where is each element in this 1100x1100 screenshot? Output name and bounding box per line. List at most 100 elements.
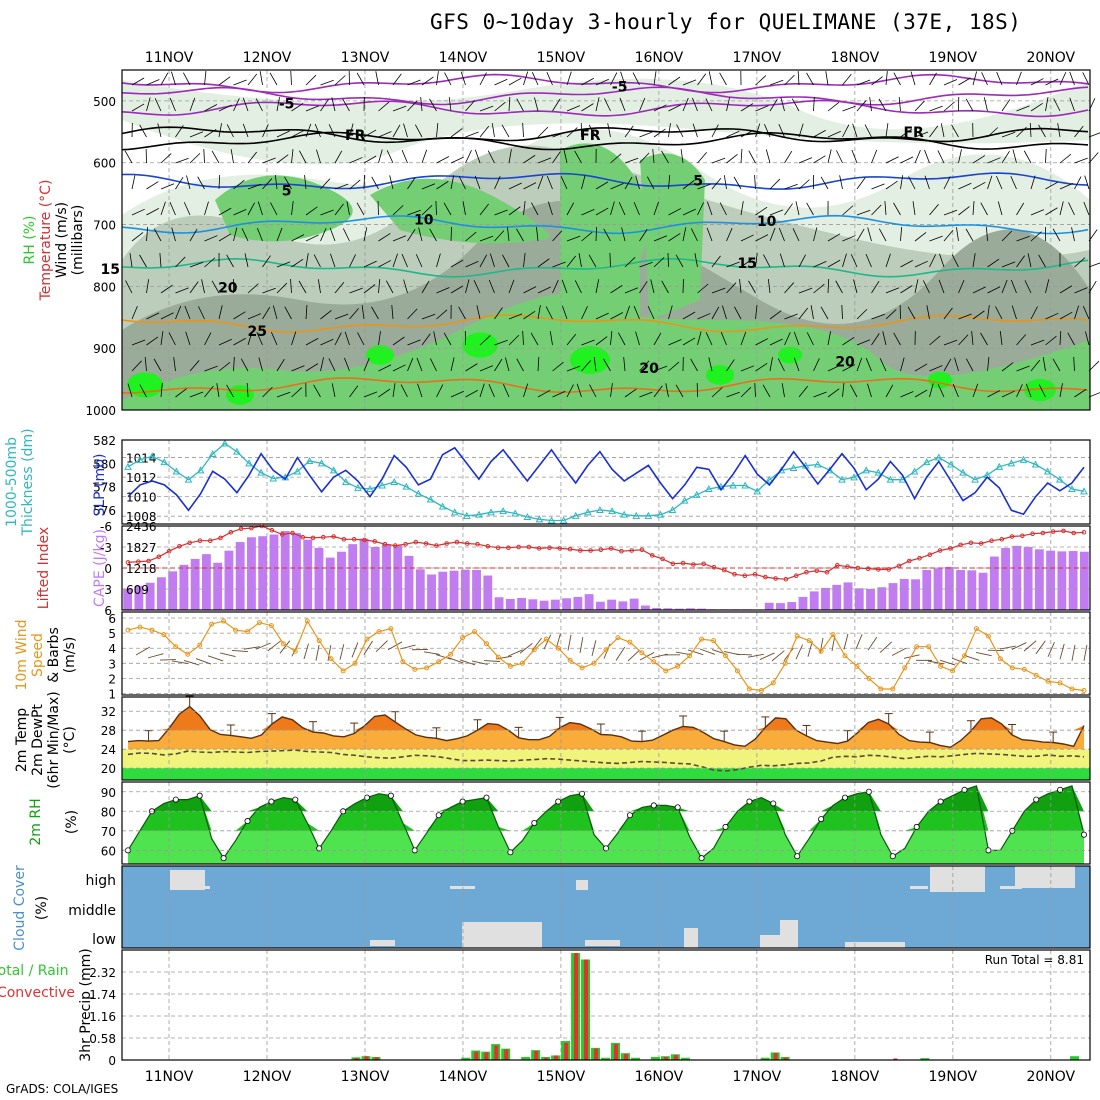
wind-barb xyxy=(754,382,756,398)
wind-speed-point xyxy=(902,665,908,671)
wind-barb xyxy=(305,123,312,138)
wind-barb-10m xyxy=(699,648,716,655)
wind-barb xyxy=(531,72,539,86)
cloud-ylabel: Cloud Cover xyxy=(12,865,28,951)
wind-barb xyxy=(914,279,919,294)
wind-barb xyxy=(320,338,334,346)
lifted-point xyxy=(752,572,758,577)
wind-barb xyxy=(233,179,245,190)
wind-barb xyxy=(879,358,887,372)
precip-convective-bar xyxy=(534,1050,539,1060)
rh-point xyxy=(172,796,179,803)
wind-barb xyxy=(401,149,408,164)
cloud-block xyxy=(930,866,985,892)
wind-barb xyxy=(1082,306,1090,320)
wind-barb xyxy=(552,131,566,138)
thickness-point xyxy=(1043,467,1052,475)
precip-total-bar xyxy=(760,1057,770,1060)
precip-convective-bar xyxy=(494,1045,499,1060)
lifted-tick: -3 xyxy=(100,541,112,555)
wind-barb xyxy=(552,361,564,372)
wind-barb xyxy=(726,153,738,164)
wind-barb xyxy=(407,357,414,372)
wind-barb xyxy=(460,71,466,86)
precip-convective-bar xyxy=(554,1055,559,1060)
wind-barb xyxy=(494,339,508,346)
thickness-point xyxy=(1031,460,1040,468)
wind-speed-point xyxy=(185,651,191,657)
wind-barb xyxy=(653,385,663,398)
wind-barb xyxy=(734,306,742,320)
wind-barb xyxy=(124,150,133,164)
wind-barb xyxy=(131,103,145,112)
wind-barb xyxy=(157,123,162,138)
cape-bar xyxy=(505,598,515,610)
wind-barb xyxy=(619,97,626,112)
wind-barb xyxy=(1025,383,1032,398)
wind-barb xyxy=(1059,153,1072,164)
wind-barb xyxy=(175,256,186,268)
wind-barb xyxy=(537,357,540,372)
thickness-point xyxy=(487,508,495,516)
wind-barb xyxy=(769,178,781,190)
wind-speed-point xyxy=(687,653,693,659)
wind-barb xyxy=(508,97,511,112)
wind-barb xyxy=(798,287,813,294)
wind-barb xyxy=(291,258,304,268)
cloud-block xyxy=(845,942,905,948)
wind-barb xyxy=(972,383,979,398)
wind-barb xyxy=(523,253,526,268)
wind-barb xyxy=(139,124,147,138)
cape-bar xyxy=(989,556,999,610)
precip-tick: 2.32 xyxy=(89,966,116,980)
date-label-bottom: 13NOV xyxy=(341,1069,390,1085)
isotherm-label: 20 xyxy=(639,361,659,377)
wind-barb xyxy=(479,203,489,216)
wind-speed-point xyxy=(543,636,549,642)
wind-barb xyxy=(769,338,783,346)
lifted-tick: -6 xyxy=(100,520,112,534)
wind-barb xyxy=(697,183,711,190)
wind-barb xyxy=(595,78,609,86)
wind-barb xyxy=(1024,280,1032,294)
wind-barb xyxy=(334,203,344,216)
wind-barb xyxy=(363,155,377,164)
wind-barb-10m xyxy=(795,644,804,660)
lifted-point xyxy=(1040,530,1046,536)
wind-speed-point xyxy=(460,635,466,641)
wind-barb xyxy=(665,383,669,398)
wind-barb-10m xyxy=(747,653,764,658)
precip-convective-bar xyxy=(673,1055,678,1060)
wind-barb xyxy=(1088,392,1100,398)
isotherm-line xyxy=(121,314,1089,333)
wind-barb xyxy=(769,357,773,372)
wind-barb-10m xyxy=(399,644,416,650)
lifted-point xyxy=(1081,530,1087,535)
wind-barb xyxy=(929,383,934,398)
thickness-point xyxy=(305,456,314,464)
isotherm-line xyxy=(121,172,1089,190)
wind-barb xyxy=(937,150,945,164)
wind-barb xyxy=(371,306,379,320)
wind-speed-point xyxy=(973,626,979,632)
lifted-point xyxy=(649,553,655,558)
rh-band-area xyxy=(128,785,1084,812)
wind-speed-point xyxy=(1021,666,1027,672)
wind-barb xyxy=(723,175,727,190)
cloud-block xyxy=(370,940,395,946)
wind-barb xyxy=(827,233,841,242)
wind-barb xyxy=(400,384,408,398)
wind-barb xyxy=(781,383,785,398)
wind-barb xyxy=(618,332,626,346)
wind-barb xyxy=(588,124,597,138)
precip-total-bar xyxy=(521,1056,531,1060)
thickness-point xyxy=(886,475,895,483)
wind-barb xyxy=(912,201,916,216)
wind-barb-10m xyxy=(867,636,878,651)
wind-barb xyxy=(522,123,524,138)
wind-barb xyxy=(233,357,235,372)
lifted-point xyxy=(917,555,922,561)
wind-barb xyxy=(778,227,785,242)
cape-bar xyxy=(370,546,380,610)
wind-barb xyxy=(653,104,667,112)
